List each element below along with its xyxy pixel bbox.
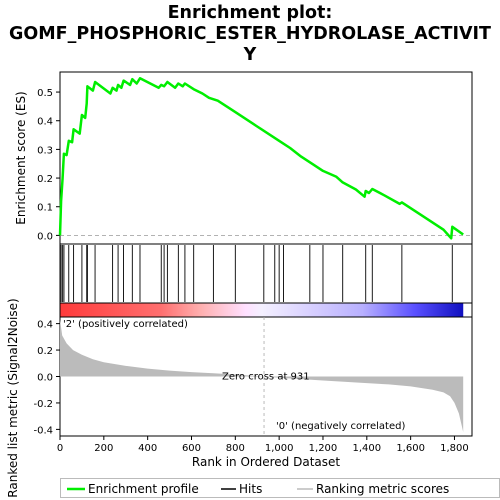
x-tick-label: 0 <box>57 443 63 454</box>
es-y-tick-label: 0.1 <box>37 203 53 214</box>
es-curve <box>58 77 464 240</box>
x-tick-label: 1,600 <box>396 443 425 454</box>
legend-label-es: Enrichment profile <box>88 482 199 496</box>
x-tick-label: 1,800 <box>440 443 469 454</box>
metric-y-tick-label: 0.2 <box>37 346 53 357</box>
hits-panel <box>59 243 473 304</box>
zero-cross-label: Zero cross at 931 <box>222 372 310 383</box>
metric-panel: -0.4 -0.2 0.0 0.2 0.4 Zero cross at 931 '2' (p… <box>33 316 473 454</box>
chart-title-line-3: Y <box>243 45 257 65</box>
es-y-tick-label: 0.4 <box>37 117 53 128</box>
x-tick-label: 400 <box>138 443 157 454</box>
es-y-tick-label: 0.5 <box>37 88 53 99</box>
metric-y-tick-label: 0.0 <box>37 373 53 384</box>
neg-corr-label: '0' (negatively correlated) <box>276 421 405 432</box>
es-panel: 0.0 0.1 0.2 0.3 0.4 0.5 <box>37 71 473 245</box>
es-y-tick-label: 0.0 <box>37 231 53 242</box>
axes-labels: Rank in Ordered Dataset Enrichment score … <box>6 91 340 497</box>
x-tick-label: 600 <box>182 443 201 454</box>
x-tick-label: 1,000 <box>265 443 294 454</box>
metric-y-axis-label: Ranked list metric (Signal2Noise) <box>6 298 20 497</box>
chart-title-line-2: GOMF_PHOSPHORIC_ESTER_HYDROLASE_ACTIVIT <box>9 24 491 44</box>
metric-area <box>60 319 464 432</box>
rank-color-bar <box>59 302 473 318</box>
es-y-tick-label: 0.2 <box>37 174 53 185</box>
es-y-tick-label: 0.3 <box>37 145 53 156</box>
x-tick-label: 200 <box>94 443 113 454</box>
x-axis-label: Rank in Ordered Dataset <box>192 455 340 469</box>
legend: Enrichment profile Hits Ranking metric s… <box>60 478 500 498</box>
metric-y-tick-label: -0.4 <box>33 425 53 436</box>
metric-y-tick-label: 0.4 <box>37 320 53 331</box>
rank-gradient-bar <box>60 303 464 317</box>
x-tick-label: 800 <box>226 443 245 454</box>
pos-corr-label: '2' (positively correlated) <box>63 319 188 330</box>
es-y-axis-label: Enrichment score (ES) <box>14 91 28 224</box>
legend-label-metric: Ranking metric scores <box>316 482 450 496</box>
legend-label-hits: Hits <box>239 482 263 496</box>
metric-y-tick-label: -0.2 <box>33 399 53 410</box>
es-plot-frame <box>59 71 473 245</box>
x-tick-label: 1,200 <box>309 443 338 454</box>
chart-title-line-1: Enrichment plot: <box>167 3 333 23</box>
x-tick-label: 1,400 <box>352 443 381 454</box>
hits-frame <box>59 243 473 304</box>
legend-swatches <box>67 487 313 491</box>
